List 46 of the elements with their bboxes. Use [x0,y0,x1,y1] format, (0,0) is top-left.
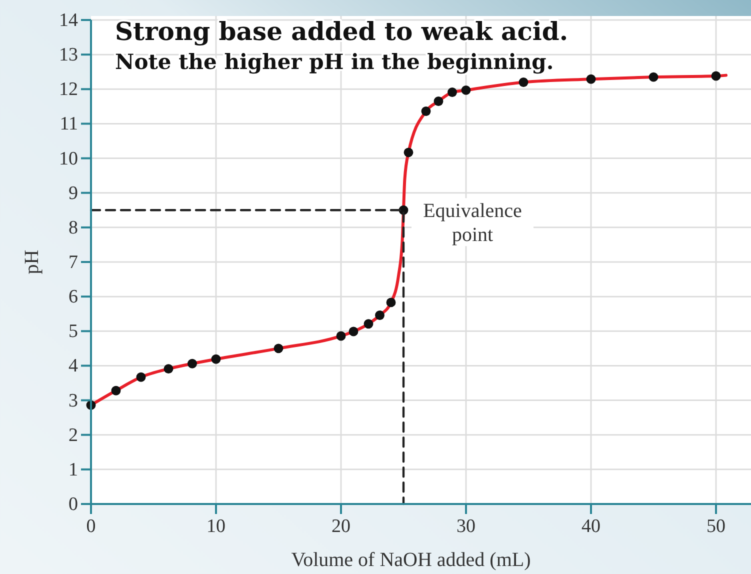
y-tick-label: 10 [59,148,78,170]
y-tick-label: 14 [59,10,78,31]
point [336,331,346,341]
chart-title: Strong base added to weak acid. [115,17,568,46]
point [211,354,221,364]
y-tick-label: 4 [68,356,78,377]
x-tick-label: 40 [582,516,600,537]
point [586,74,596,84]
y-tick-label: 11 [60,114,78,135]
point [164,364,174,374]
x-tick-label: 20 [332,516,350,537]
y-tick-label: 1 [68,459,78,480]
y-tick-label: 0 [68,494,78,515]
y-tick-label: 6 [68,286,78,308]
point [111,386,121,396]
point [711,71,721,81]
y-tick-label: 8 [68,217,78,238]
annotation: Equivalence point [423,200,522,246]
point [188,358,197,368]
point [364,319,374,329]
point [518,78,528,87]
x-tick-label: 10 [206,516,226,537]
point [375,310,384,320]
point [434,96,444,106]
text: Note the higher pH in the beginning. [115,49,554,74]
point [448,88,457,97]
point [461,85,471,95]
point [136,372,146,382]
point [386,298,396,308]
point [648,72,658,82]
y-tick-label: 5 [68,321,78,342]
y-tick-label: 3 [68,390,78,412]
y-tick-label: 7 [68,252,78,273]
y-tick-label: 12 [59,79,78,100]
y-tick-label: 9 [68,182,78,204]
y-axis-title: pH [21,250,43,274]
y-tick-label: 2 [68,424,78,446]
y-tick-label: 13 [59,44,78,66]
point [404,148,414,158]
x-tick-label: 0 [86,516,96,537]
point [421,106,431,116]
x-tick-label: 30 [456,516,476,537]
point [348,326,358,336]
x-tick-label: 50 [706,516,726,537]
x-axis-title: Volume of NaOH added (mL) [291,549,531,571]
point [274,344,284,354]
